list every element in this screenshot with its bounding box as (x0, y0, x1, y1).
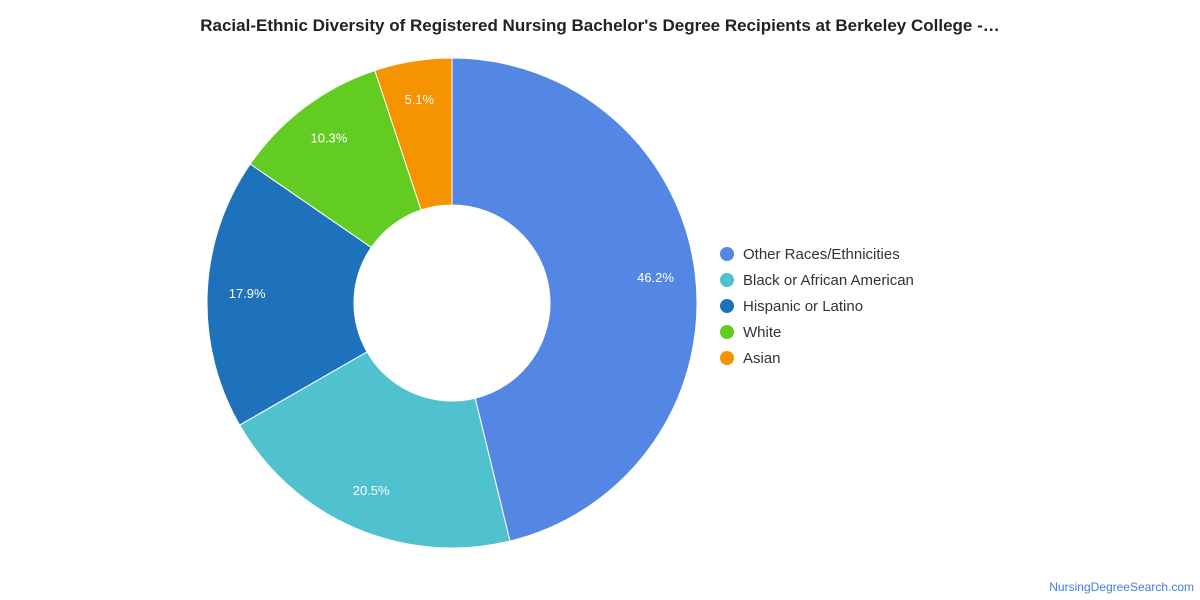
donut-slice[interactable] (374, 57, 453, 211)
slice-data-label: 17.9% (229, 286, 266, 301)
legend: Other Races/Ethnicities Black or African… (720, 241, 914, 371)
legend-item[interactable]: Hispanic or Latino (720, 293, 914, 319)
slice-data-label: 5.1% (404, 92, 434, 107)
slice-data-label: 10.3% (310, 131, 347, 146)
legend-swatch-icon (720, 325, 734, 339)
legend-item[interactable]: Black or African American (720, 267, 914, 293)
legend-swatch-icon (720, 299, 734, 313)
legend-item[interactable]: White (720, 319, 914, 345)
legend-label: Hispanic or Latino (743, 297, 864, 315)
legend-item[interactable]: Other Races/Ethnicities (720, 241, 914, 267)
legend-swatch-icon (720, 247, 734, 261)
legend-label: Black or African American (743, 271, 914, 289)
slice-data-label: 20.5% (353, 483, 390, 498)
donut-slice[interactable] (238, 351, 511, 549)
legend-label: White (743, 323, 782, 341)
legend-label: Other Races/Ethnicities (743, 245, 900, 263)
donut-slice[interactable] (451, 57, 698, 542)
donut-slice[interactable] (206, 163, 372, 426)
slice-data-label: 46.2% (637, 270, 674, 285)
donut-slice[interactable] (249, 69, 422, 249)
legend-label: Asian (743, 349, 781, 367)
chart-title: Racial-Ethnic Diversity of Registered Nu… (200, 16, 1000, 35)
legend-swatch-icon (720, 273, 734, 287)
source-credit-link[interactable]: NursingDegreeSearch.com (1049, 580, 1194, 594)
legend-swatch-icon (720, 351, 734, 365)
legend-item[interactable]: Asian (720, 345, 914, 371)
